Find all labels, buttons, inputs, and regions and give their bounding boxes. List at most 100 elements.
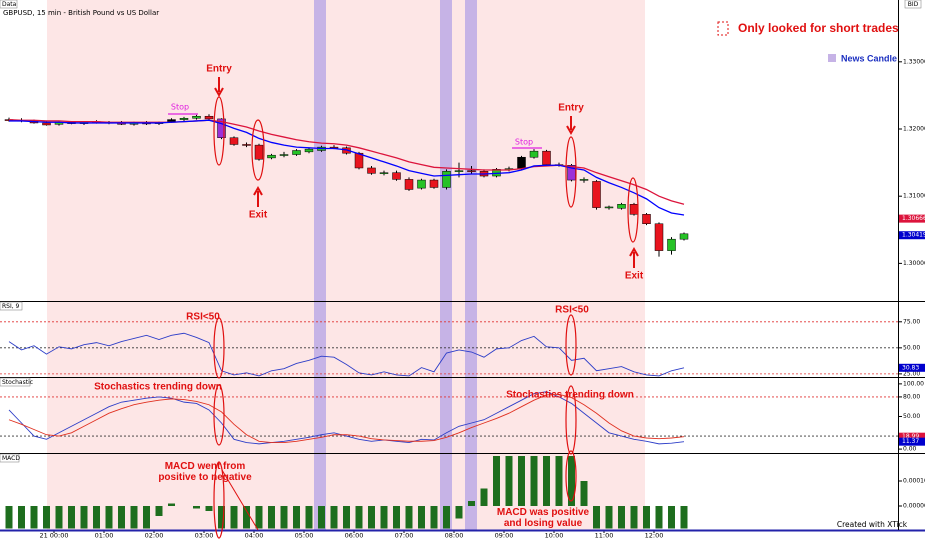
y-tick-label: 50.00 [903, 344, 920, 351]
bar [443, 506, 450, 529]
bar [455, 506, 463, 519]
price-tag [899, 363, 925, 372]
highlight-ellipse [251, 119, 265, 181]
axis-label-box [904, 0, 922, 9]
annotation: Entry [558, 103, 584, 114]
panel-label-box [0, 0, 18, 9]
highlight-ellipse [213, 96, 225, 166]
line-series [8, 393, 685, 444]
panel-label-box [0, 453, 20, 463]
candle-body [629, 204, 639, 215]
price-tag-label: 1.30419 [902, 232, 925, 239]
candle-body [292, 150, 301, 155]
candle-body [529, 150, 539, 158]
trade-markup: Entry Exit Stop Entry Exit Stop RSI<50 R… [94, 64, 644, 539]
bar [405, 506, 413, 529]
news-band [465, 0, 477, 530]
bar [368, 506, 375, 529]
candle-body [642, 214, 651, 224]
candle-body [304, 148, 314, 153]
annotation: Stop [515, 138, 533, 147]
highlight-ellipse [565, 385, 577, 455]
bar [393, 506, 400, 529]
panel-label: Data [2, 1, 17, 8]
candle-body [242, 144, 251, 146]
annotation: MACD went from positive to negative [158, 461, 252, 483]
bar [418, 506, 425, 529]
bar [193, 506, 200, 509]
candle-body [667, 238, 676, 251]
x-tick-label: 12:00 [645, 532, 664, 539]
bar [5, 506, 13, 529]
candle-body [604, 206, 614, 209]
arrow [253, 185, 263, 207]
price-tag-label: 30.83 [902, 364, 919, 371]
bar [568, 456, 575, 506]
annotation: Stochastics trending down [506, 390, 634, 401]
candle-body [617, 204, 626, 209]
bar [493, 456, 500, 506]
candle-body [467, 170, 476, 172]
price-tag [899, 437, 925, 446]
bar [305, 506, 313, 529]
plot-layer: 1.33000 1.32000 1.31000 1.30000 1.30666 1.304… [0, 58, 925, 539]
candle-body [192, 115, 201, 119]
bar [480, 488, 488, 506]
annotation: Stochastics trending down [94, 382, 222, 393]
annotation-line: MACD was positive [497, 507, 590, 518]
price-tag-label: 18.99 [902, 433, 919, 440]
y-tick-label: 100.00 [903, 380, 924, 387]
y-tick-label: 1.31000 [903, 193, 925, 200]
highlight-ellipse [565, 314, 577, 376]
legend-text: Only looked for short trades [738, 21, 899, 35]
bar [143, 506, 150, 529]
annotation: Exit [625, 271, 644, 282]
annotation-line: positive to negative [158, 472, 252, 483]
highlight-ellipse [213, 317, 225, 379]
bar [130, 506, 138, 529]
x-tick-label: 11:00 [595, 532, 614, 539]
bar [268, 506, 275, 529]
panel-label: MACD [2, 455, 20, 462]
highlight-ellipse [213, 384, 225, 446]
annotation: Exit [249, 210, 268, 221]
arrow [566, 116, 576, 136]
candle-body [367, 167, 376, 174]
candle-body [579, 179, 589, 181]
x-tick-label: 21 00:00 [39, 532, 68, 539]
bar [205, 506, 213, 511]
candle-body [592, 181, 601, 208]
x-tick-label: 09:00 [495, 532, 514, 539]
price-tag-label: 11.37 [902, 438, 919, 445]
bar [330, 506, 338, 529]
bar [93, 506, 100, 529]
bar [580, 481, 588, 506]
candle-body [417, 179, 426, 189]
y-tick-label: 80.00 [903, 393, 920, 400]
line-series [9, 119, 685, 216]
bar [105, 506, 113, 529]
price-tag [899, 214, 925, 223]
y-tick-label: 1.33000 [903, 58, 925, 65]
highlight-ellipse [565, 450, 577, 502]
x-tick-label: 06:00 [345, 532, 364, 539]
candle-body [217, 118, 226, 138]
x-tick-label: 01:00 [95, 532, 114, 539]
candle-body [204, 115, 214, 120]
credit: Created with XTick [837, 520, 908, 529]
y-tick-label: 1.30000 [903, 260, 925, 267]
price-tag [899, 231, 925, 240]
annotation-line: and losing value [504, 518, 583, 529]
bar [630, 506, 638, 529]
bar [55, 506, 63, 529]
bar [430, 506, 438, 529]
highlight-ellipse [627, 177, 639, 243]
highlight-ellipse [213, 461, 225, 539]
candle-body [542, 150, 551, 165]
candle-body [404, 179, 414, 190]
candle-body [379, 172, 389, 174]
bar [668, 506, 675, 529]
